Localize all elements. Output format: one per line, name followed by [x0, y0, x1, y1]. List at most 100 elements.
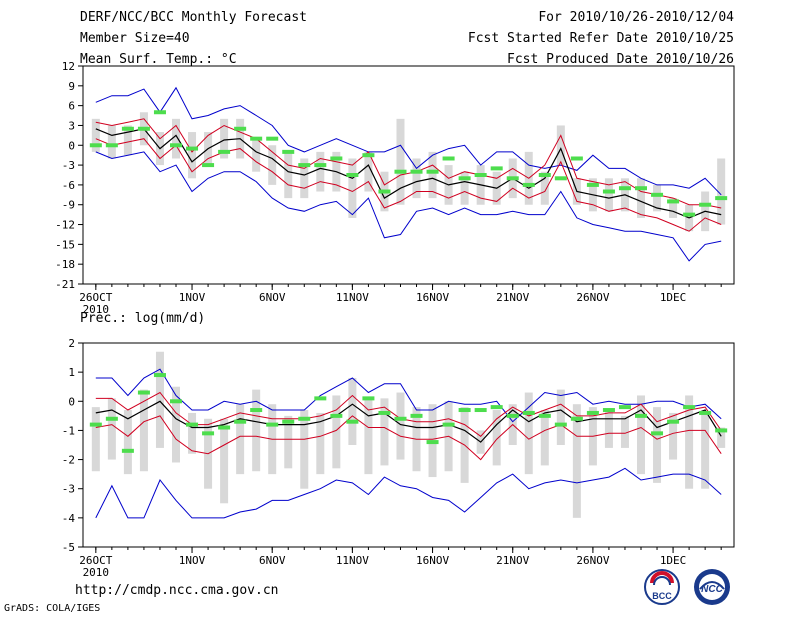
chart-1-series-ensemble-max [95, 86, 722, 196]
chart-1-observed-marker [170, 143, 182, 148]
chart-1-observed-marker [89, 143, 102, 148]
chart-1-member-bar [172, 118, 180, 159]
chart-2-ytick-label: -3 [62, 483, 75, 496]
chart-1-ytick-label: -21 [55, 278, 75, 291]
chart-2-series-ensemble-mean [95, 400, 722, 443]
chart-2-member-bar [637, 395, 645, 475]
website-url[interactable]: http://cmdp.ncc.cma.gov.cn [75, 583, 279, 598]
chart-1-ytick-label: 6 [68, 100, 75, 113]
chart-2-member-bar [701, 412, 710, 489]
chart-1-ytick-label: -12 [55, 219, 75, 232]
chart-2-xtick-label: 1NOV [179, 554, 206, 567]
chart-1-ytick-label: -6 [62, 179, 75, 192]
chart-1-member-bar [364, 151, 373, 192]
chart-2-member-bar [172, 386, 180, 463]
chart-2-title: Prec.: log(mm/d) [80, 311, 205, 326]
chart-1-observed-marker [586, 182, 599, 187]
chart-2-member-bar [492, 410, 501, 466]
chart-1-observed-marker [153, 110, 166, 115]
chart-2-observed-marker [699, 410, 712, 415]
chart-2-observed-marker [570, 416, 583, 421]
ncc-logo: NCC [694, 569, 730, 605]
chart-1-observed-marker [635, 186, 647, 191]
chart-2-observed-marker [362, 396, 375, 401]
chart-2-member-bar [252, 389, 261, 472]
forecast-title: DERF/NCC/BCC Monthly Forecast [80, 10, 307, 25]
chart-1-observed-marker [506, 176, 519, 181]
chart-2-observed-marker [282, 419, 295, 424]
chart-1-observed-marker [474, 173, 487, 177]
chart-2-observed-marker [314, 396, 327, 401]
chart-1-member-bar [316, 151, 325, 192]
chart-1-observed-marker [298, 163, 311, 168]
chart-2-observed-marker [651, 431, 664, 436]
chart-2-xtick-sublabel: 2010 [83, 566, 110, 579]
chart-1-xtick-label: 1NOV [179, 291, 206, 304]
chart-2-series-ensemble-min [95, 467, 722, 519]
chart-2-observed-marker [474, 408, 487, 413]
chart-2-observed-marker [202, 431, 215, 436]
chart-1-observed-marker [522, 182, 535, 187]
chart-2-observed-marker [410, 413, 423, 418]
chart-1-member-bar [348, 158, 357, 218]
forecast-produced-date: Fcst Produced Date 2010/10/26 [507, 52, 734, 67]
chart-1-observed-marker [137, 126, 150, 131]
chart-2-xtick-label: 6NOV [259, 554, 286, 567]
chart-2-xtick-label: 16NOV [416, 554, 449, 567]
chart-1-member-bar [252, 138, 261, 172]
chart-1-xtick-label: 26NOV [576, 291, 609, 304]
chart-1-member-bar [412, 158, 421, 199]
chart-2-ytick-label: -2 [62, 454, 75, 467]
chart-2-member-bar [332, 395, 341, 469]
bcc-logo: BCC [644, 569, 680, 605]
chart-2-observed-marker [394, 416, 407, 421]
forecast-started-date: Fcst Started Refer Date 2010/10/25 [467, 31, 734, 46]
member-size: Member Size=40 [80, 31, 190, 46]
chart-2-member-bar [316, 412, 325, 475]
chart-2-member-bar [540, 410, 549, 466]
chart-2-member-bar [572, 404, 581, 518]
chart-1-member-bar [123, 125, 132, 156]
chart-1-observed-marker [570, 156, 583, 161]
chart-2-member-bar [236, 404, 245, 475]
chart-2-member-bar [91, 407, 100, 472]
chart-2-member-bar [620, 415, 629, 448]
chart-2-observed-marker [458, 408, 471, 413]
chart-1-member-bar [460, 171, 469, 205]
chart-2-member-bar [155, 351, 164, 448]
bcc-logo-text: BCC [652, 591, 672, 601]
chart-2-observed-marker [490, 405, 503, 410]
chart-2-observed-marker [635, 413, 647, 418]
chart-2-ytick-label: -4 [62, 512, 76, 525]
chart-1-observed-marker [651, 192, 664, 197]
chart-1-observed-marker [121, 126, 134, 131]
chart-2-observed-marker [538, 413, 551, 418]
chart-2-member-bar [380, 398, 389, 466]
header-right: For 2010/10/26-2010/12/04 Fcst Started R… [468, 10, 734, 73]
chart-2-ytick-label: -5 [62, 541, 75, 554]
chart-1-ytick-label: -15 [55, 238, 75, 251]
chart-1-frame [82, 65, 735, 285]
chart-2-series-ensemble-max [95, 368, 722, 423]
chart-2-ytick-label: 0 [68, 395, 75, 408]
chart-1-xtick-label: 1DEC [660, 291, 687, 304]
chart-1-member-bar [637, 178, 645, 218]
chart-2-observed-marker [618, 405, 631, 410]
chart-1-observed-marker [618, 186, 631, 191]
chart-2-member-bar [604, 410, 613, 448]
chart-1-member-bar [300, 158, 309, 199]
chart-2-member-bar [123, 410, 132, 475]
chart-1-ytick-label: 0 [68, 139, 75, 152]
chart-1-observed-marker [442, 156, 455, 161]
chart-1-observed-marker [667, 199, 680, 204]
chart-1-series-ensemble-min [95, 151, 722, 262]
chart-1-observed-marker [715, 196, 728, 201]
chart-1-xtick-label: 21NOV [496, 291, 529, 304]
chart-1-observed-marker [186, 146, 199, 151]
chart-1-member-bar [669, 198, 678, 218]
chart-1-member-bar [556, 125, 565, 166]
chart-2-observed-marker [330, 413, 343, 418]
chart-1-observed-marker [602, 189, 615, 194]
chart-1-observed-marker [699, 202, 712, 207]
